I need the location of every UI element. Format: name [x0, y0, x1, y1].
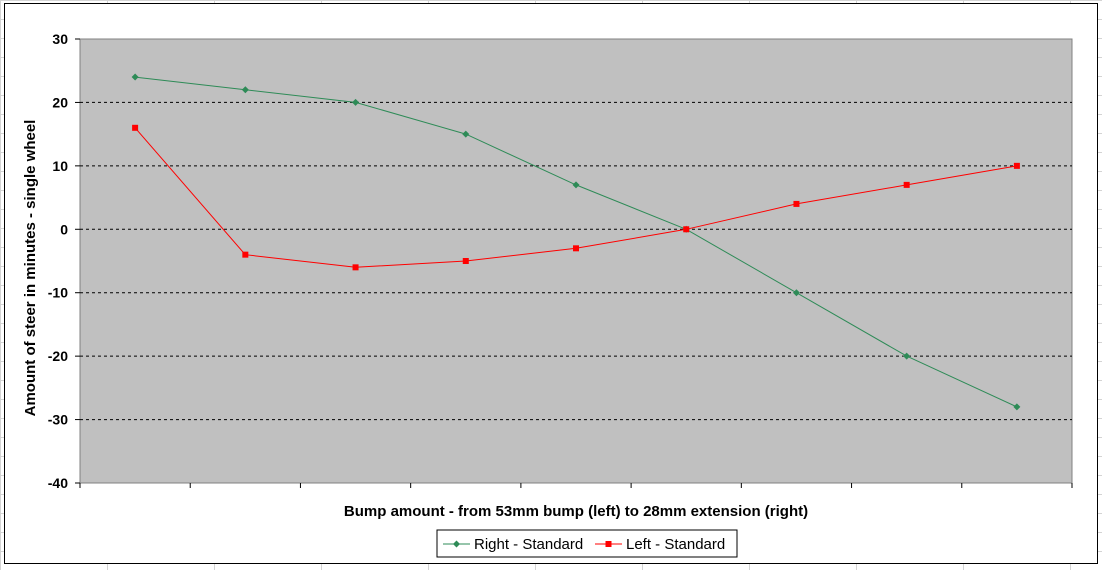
y-tick-label: 0	[60, 221, 68, 237]
y-axis-title: Amount of steer in minutes - single whee…	[22, 120, 39, 417]
y-tick-label: -20	[48, 348, 68, 364]
legend-marker-right	[453, 540, 460, 548]
y-tick-label: 30	[52, 31, 68, 47]
data-point-right	[572, 181, 580, 189]
data-point-left	[462, 258, 469, 264]
legend-marker-left	[605, 541, 612, 547]
data-point-left	[903, 181, 910, 188]
legend-label-left: Left - Standard	[626, 536, 725, 553]
data-point-left	[1013, 162, 1020, 169]
data-point-left	[683, 226, 690, 233]
data-point-left	[793, 200, 800, 207]
x-axis-title: Bump amount - from 53mm bump (left) to 2…	[344, 503, 808, 520]
y-tick-label: 10	[52, 158, 68, 174]
data-point-right	[241, 86, 249, 94]
plot-area	[79, 38, 1073, 484]
y-tick-label: 20	[52, 94, 68, 110]
legend-box	[436, 529, 738, 558]
data-point-right	[352, 98, 360, 106]
y-axis-ticks: 30 20 10 0 -10 -20 -30 -40	[48, 31, 1073, 491]
data-point-right	[792, 289, 800, 297]
data-point-right	[903, 352, 911, 360]
series-layer	[131, 73, 1021, 411]
legend-label-right: Right - Standard	[474, 536, 583, 553]
data-point-right	[1013, 403, 1021, 411]
y-tick-label: -40	[48, 475, 68, 491]
data-point-left	[352, 264, 359, 271]
data-point-right	[131, 73, 139, 81]
y-tick-label: -30	[48, 412, 68, 428]
data-point-left	[242, 251, 249, 258]
data-point-left	[132, 124, 139, 131]
y-tick-label: -10	[48, 285, 68, 301]
data-point-left	[573, 245, 579, 252]
legend[interactable]: Right - Standard Left - Standard	[436, 529, 738, 558]
data-point-right	[462, 130, 470, 138]
